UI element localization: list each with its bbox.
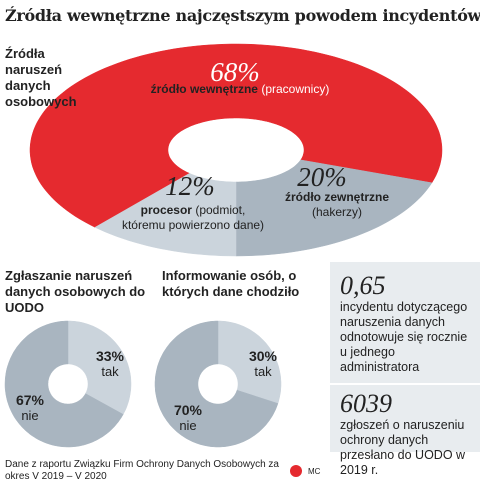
- value-label: 70%: [173, 402, 203, 418]
- separator: [330, 383, 480, 385]
- category-name: źródło wewnętrzne: [150, 82, 258, 96]
- title: Źródła wewnętrzne najczęstszym powodem i…: [5, 6, 480, 25]
- category-label: tak: [254, 364, 272, 379]
- credit: MC: [308, 467, 321, 476]
- source: Dane z raportu Związku Firm Ochrony Dany…: [5, 459, 279, 482]
- category-label: tak: [101, 364, 119, 379]
- value-label: 68%: [210, 57, 260, 87]
- category-description: (podmiot, któremu powierzono dane): [121, 203, 265, 232]
- stats-panel: 0,65 incydentu dotyczącego naruszenia da…: [330, 262, 480, 477]
- chart-title: Źródła naruszeń danych osobowych: [5, 46, 77, 109]
- chart-title: Informowanie osób, o których dane chodzi…: [162, 268, 300, 299]
- category-label: źródło wewnętrzne (pracownicy): [120, 82, 360, 97]
- value-label: 30%: [248, 348, 278, 364]
- category-label: procesor (podmiot, któremu powierzono da…: [118, 203, 268, 233]
- value-label: 20%: [297, 162, 347, 192]
- value-label: 12%: [165, 171, 215, 201]
- category-label: nie: [21, 408, 39, 423]
- logo: [290, 465, 302, 477]
- category-description: (pracownicy): [261, 82, 330, 96]
- category-description: (hakerzy): [311, 205, 362, 219]
- donut-segment: [4, 320, 124, 448]
- value-label: 67%: [15, 392, 45, 408]
- chart-title: Zgłaszanie naruszeń danych osobowych do …: [5, 268, 146, 315]
- stat-text: zgłoszeń o naruszeniu ochrony danych prz…: [340, 418, 466, 477]
- category-name: źródło zewnętrzne: [284, 190, 389, 204]
- category-label: źródło zewnętrzne (hakerzy): [262, 190, 412, 220]
- category-name: procesor: [140, 203, 192, 217]
- stat: 6039 zgłoszeń o naruszeniu ochrony danyc…: [340, 390, 476, 478]
- stat-value: 0,65: [340, 271, 386, 300]
- donut-segment: [94, 173, 237, 257]
- donut-segment: [154, 320, 279, 448]
- value-label: 33%: [95, 348, 125, 364]
- stat: 0,65 incydentu dotyczącego naruszenia da…: [340, 272, 476, 375]
- stat-text: incydentu dotyczącego naruszenia danych …: [340, 300, 468, 374]
- stat-value: 6039: [340, 389, 392, 418]
- category-label: nie: [179, 418, 197, 433]
